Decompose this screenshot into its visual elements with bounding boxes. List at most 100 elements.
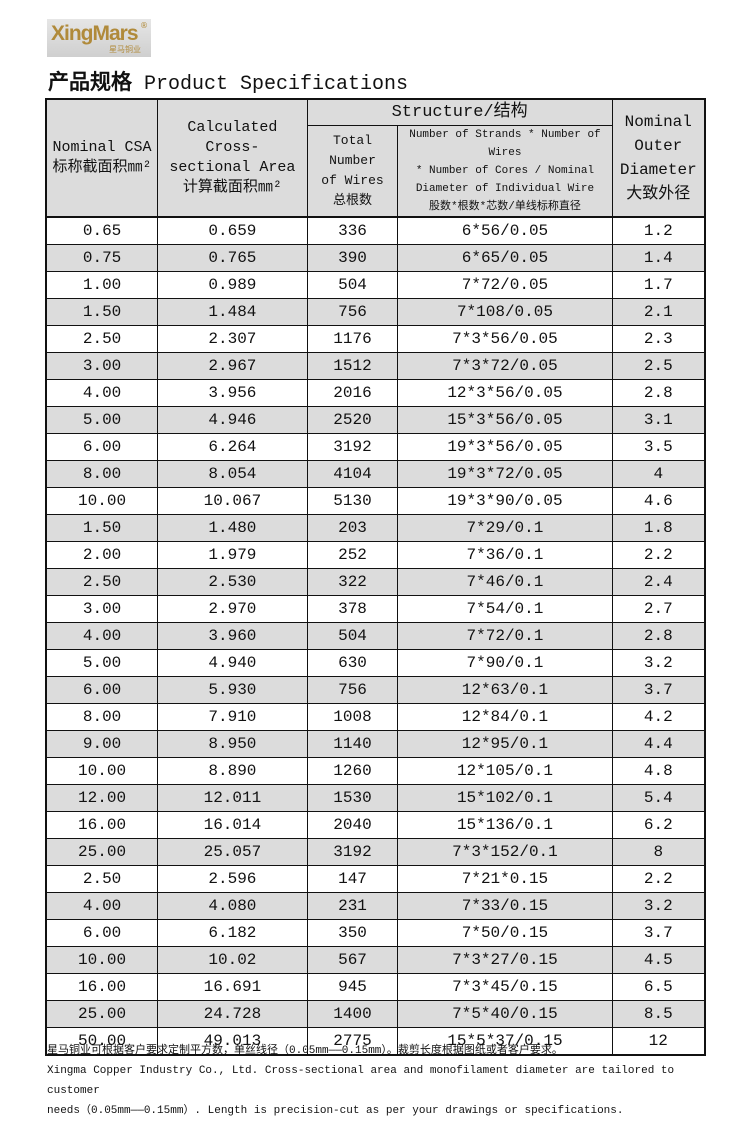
cell-outer-diameter: 2.4 [611, 568, 706, 596]
cell-total-wires: 1176 [306, 325, 399, 353]
cell-structure: 7*3*56/0.05 [397, 325, 613, 353]
table-row: 5.00 4.940 630 7*90/0.1 3.2 [45, 649, 706, 677]
table-row: 0.65 0.659 336 6*56/0.05 1.2 [45, 216, 706, 245]
cell-outer-diameter: 2.1 [611, 298, 706, 326]
cell-total-wires: 2520 [306, 406, 399, 434]
cell-outer-diameter: 3.7 [611, 676, 706, 704]
table-row: 3.00 2.970 378 7*54/0.1 2.7 [45, 595, 706, 623]
header-nominal-csa: Nominal CSA 标称截面积㎜² [45, 98, 159, 218]
cell-nominal-csa: 16.00 [45, 811, 159, 839]
cell-nominal-csa: 4.00 [45, 892, 159, 920]
cell-outer-diameter: 8.5 [611, 1000, 706, 1028]
header-structure: Structure/结构 [306, 98, 613, 126]
cell-calculated-area: 16.691 [157, 973, 308, 1001]
table-row: 4.00 4.080 231 7*33/0.15 3.2 [45, 892, 706, 920]
table-row: 0.75 0.765 390 6*65/0.05 1.4 [45, 244, 706, 272]
cell-total-wires: 504 [306, 271, 399, 299]
table-row: 25.00 24.728 1400 7*5*40/0.15 8.5 [45, 1000, 706, 1028]
cell-calculated-area: 0.659 [157, 216, 308, 245]
cell-calculated-area: 3.956 [157, 379, 308, 407]
cell-structure: 7*46/0.1 [397, 568, 613, 596]
cell-structure: 19*3*56/0.05 [397, 433, 613, 461]
cell-total-wires: 2016 [306, 379, 399, 407]
cell-nominal-csa: 0.75 [45, 244, 159, 272]
logo-text: XingMars [51, 22, 139, 45]
cell-calculated-area: 4.946 [157, 406, 308, 434]
cell-total-wires: 756 [306, 298, 399, 326]
cell-outer-diameter: 4.5 [611, 946, 706, 974]
cell-outer-diameter: 12 [611, 1027, 706, 1056]
cell-total-wires: 231 [306, 892, 399, 920]
table-row: 12.00 12.011 1530 15*102/0.1 5.4 [45, 784, 706, 812]
cell-structure: 6*56/0.05 [397, 216, 613, 245]
table-row: 9.00 8.950 1140 12*95/0.1 4.4 [45, 730, 706, 758]
cell-calculated-area: 2.970 [157, 595, 308, 623]
cell-calculated-area: 2.530 [157, 568, 308, 596]
cell-structure: 7*72/0.1 [397, 622, 613, 650]
page-title: 产品规格 Product Specifications [48, 70, 409, 96]
table-row: 1.00 0.989 504 7*72/0.05 1.7 [45, 271, 706, 299]
cell-calculated-area: 16.014 [157, 811, 308, 839]
cell-outer-diameter: 1.8 [611, 514, 706, 542]
cell-calculated-area: 1.979 [157, 541, 308, 569]
cell-total-wires: 945 [306, 973, 399, 1001]
spec-table: Nominal CSA 标称截面积㎜² Calculated Cross-sect… [45, 98, 706, 1056]
cell-nominal-csa: 12.00 [45, 784, 159, 812]
cell-structure: 15*136/0.1 [397, 811, 613, 839]
cell-nominal-csa: 4.00 [45, 622, 159, 650]
cell-structure: 15*5*37/0.15 [397, 1027, 613, 1056]
header-calculated-area: Calculated Cross-sectional Area 计算截面积㎜² [157, 98, 308, 218]
cell-structure: 7*5*40/0.15 [397, 1000, 613, 1028]
cell-calculated-area: 8.950 [157, 730, 308, 758]
table-row: 10.00 10.067 5130 19*3*90/0.05 4.6 [45, 487, 706, 515]
table-row: 6.00 6.182 350 7*50/0.15 3.7 [45, 919, 706, 947]
table-row: 10.00 10.02 567 7*3*27/0.15 4.5 [45, 946, 706, 974]
cell-structure: 19*3*90/0.05 [397, 487, 613, 515]
cell-outer-diameter: 3.5 [611, 433, 706, 461]
cell-calculated-area: 1.484 [157, 298, 308, 326]
table-row: 4.00 3.960 504 7*72/0.1 2.8 [45, 622, 706, 650]
table-row: 6.00 5.930 756 12*63/0.1 3.7 [45, 676, 706, 704]
cell-outer-diameter: 2.7 [611, 595, 706, 623]
cell-total-wires: 322 [306, 568, 399, 596]
cell-calculated-area: 25.057 [157, 838, 308, 866]
cell-total-wires: 2040 [306, 811, 399, 839]
table-row: 4.00 3.956 2016 12*3*56/0.05 2.8 [45, 379, 706, 407]
table-row: 2.50 2.596 147 7*21*0.15 2.2 [45, 865, 706, 893]
cell-structure: 15*3*56/0.05 [397, 406, 613, 434]
cell-outer-diameter: 6.2 [611, 811, 706, 839]
cell-structure: 7*3*152/0.1 [397, 838, 613, 866]
cell-calculated-area: 8.054 [157, 460, 308, 488]
table-row: 25.00 25.057 3192 7*3*152/0.1 8 [45, 838, 706, 866]
cell-calculated-area: 24.728 [157, 1000, 308, 1028]
table-row: 16.00 16.691 945 7*3*45/0.15 6.5 [45, 973, 706, 1001]
logo-text-cn: 星马铜业 [109, 45, 141, 54]
cell-nominal-csa: 2.50 [45, 865, 159, 893]
cell-nominal-csa: 3.00 [45, 352, 159, 380]
cell-outer-diameter: 8 [611, 838, 706, 866]
cell-structure: 7*54/0.1 [397, 595, 613, 623]
cell-total-wires: 1400 [306, 1000, 399, 1028]
table-row: 10.00 8.890 1260 12*105/0.1 4.8 [45, 757, 706, 785]
cell-outer-diameter: 2.2 [611, 865, 706, 893]
cell-calculated-area: 12.011 [157, 784, 308, 812]
cell-total-wires: 1530 [306, 784, 399, 812]
cell-nominal-csa: 2.50 [45, 568, 159, 596]
cell-nominal-csa: 50.00 [45, 1027, 159, 1056]
cell-structure: 12*105/0.1 [397, 757, 613, 785]
cell-structure: 7*50/0.15 [397, 919, 613, 947]
cell-nominal-csa: 10.00 [45, 487, 159, 515]
cell-outer-diameter: 4.2 [611, 703, 706, 731]
cell-outer-diameter: 3.1 [611, 406, 706, 434]
cell-nominal-csa: 1.50 [45, 514, 159, 542]
header-outer-diameter: Nominal Outer Diameter 大致外径 [611, 98, 706, 218]
table-row: 5.00 4.946 2520 15*3*56/0.05 3.1 [45, 406, 706, 434]
cell-nominal-csa: 2.00 [45, 541, 159, 569]
cell-structure: 7*29/0.1 [397, 514, 613, 542]
cell-total-wires: 203 [306, 514, 399, 542]
table-row: 6.00 6.264 3192 19*3*56/0.05 3.5 [45, 433, 706, 461]
cell-structure: 12*63/0.1 [397, 676, 613, 704]
cell-calculated-area: 0.989 [157, 271, 308, 299]
cell-structure: 19*3*72/0.05 [397, 460, 613, 488]
header-strands: Number of Strands * Number of Wires * Num… [397, 125, 613, 218]
